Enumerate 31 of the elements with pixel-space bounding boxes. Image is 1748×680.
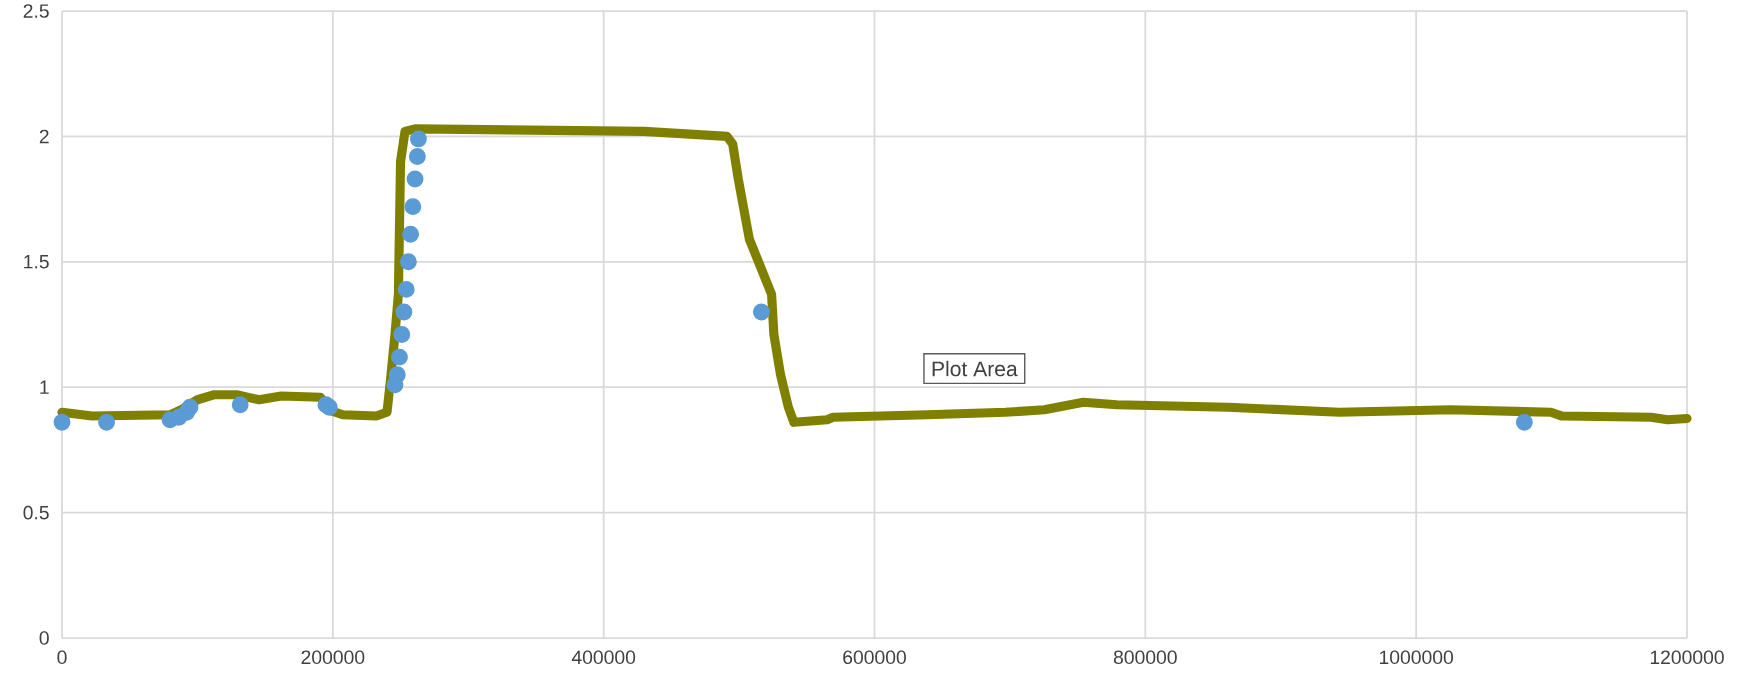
point (399, 253, 417, 271)
point (406, 170, 424, 188)
y-tick-label: 2 (39, 129, 49, 144)
point (397, 280, 415, 298)
point (231, 396, 249, 414)
x-tick-label: 1000000 (1380, 650, 1453, 665)
x-tick-label: 800000 (1113, 650, 1177, 665)
point (402, 225, 419, 243)
y-tick-label: 0.5 (23, 505, 49, 520)
x-tick-label: 400000 (571, 650, 636, 665)
annotation: Plot Area (932, 360, 1018, 377)
point (1515, 413, 1533, 431)
y-tick-label: 0 (39, 631, 49, 645)
x-tick-label: 600000 (843, 650, 906, 665)
y-tick-label: 2.5 (23, 4, 49, 18)
point (752, 303, 770, 321)
point (408, 148, 426, 165)
point (409, 130, 427, 148)
y-tick-label: 1 (40, 380, 49, 394)
point (404, 198, 422, 216)
point (395, 303, 413, 321)
point (181, 398, 199, 416)
point (388, 366, 406, 384)
point (391, 348, 408, 366)
x-tick-label: 0 (57, 650, 67, 665)
point (393, 326, 411, 343)
point (53, 413, 71, 431)
y-tick-label: 1.5 (24, 255, 49, 269)
x-tick-label: 200000 (301, 650, 365, 665)
x-tick-label: 1200000 (1650, 650, 1724, 665)
point (98, 413, 115, 431)
